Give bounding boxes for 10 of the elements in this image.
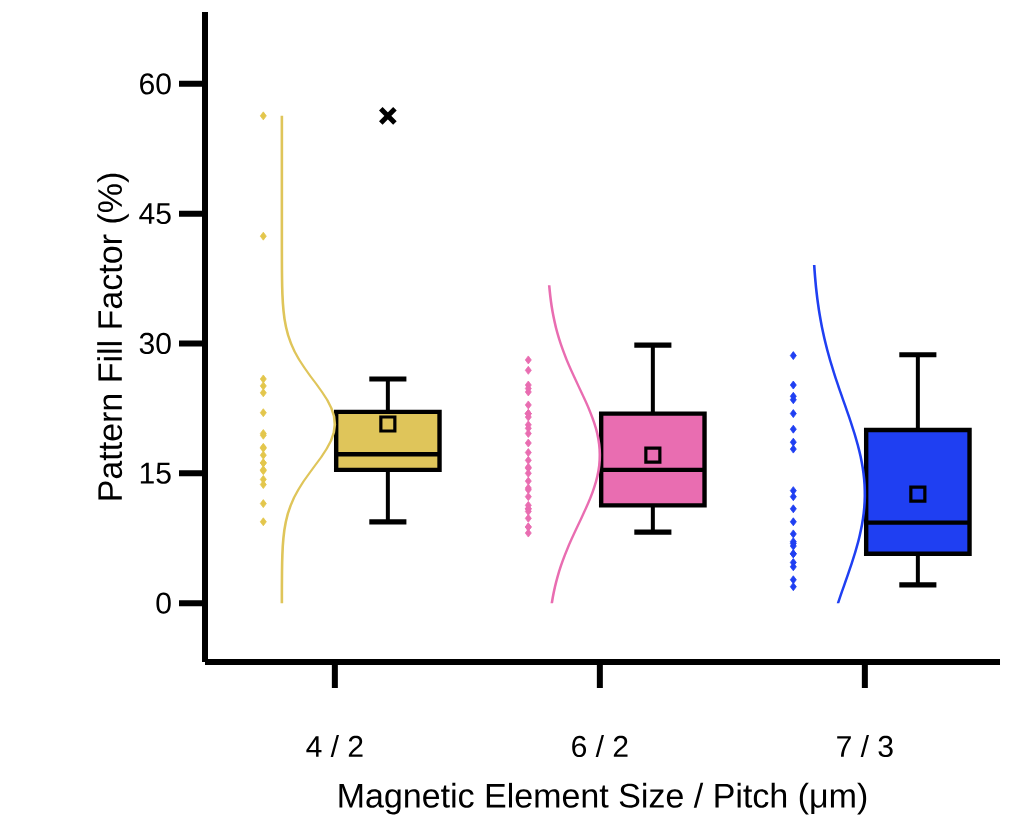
y-tick-label: 0 bbox=[156, 592, 171, 614]
x-axis-title: Magnetic Element Size / Pitch (μm) bbox=[339, 782, 867, 815]
x-tick-label: 6 / 2 bbox=[572, 735, 628, 758]
y-tick-label: 15 bbox=[140, 462, 171, 484]
y-axis-title: Pattern Fill Factor (%) bbox=[97, 173, 129, 500]
y-tick-label: 30 bbox=[139, 332, 171, 355]
x-tick-label: 4 / 2 bbox=[306, 735, 363, 758]
y-tick-label: 45 bbox=[139, 203, 171, 225]
x-tick-label: 7 / 3 bbox=[837, 735, 893, 758]
y-tick-label: 60 bbox=[140, 73, 171, 95]
